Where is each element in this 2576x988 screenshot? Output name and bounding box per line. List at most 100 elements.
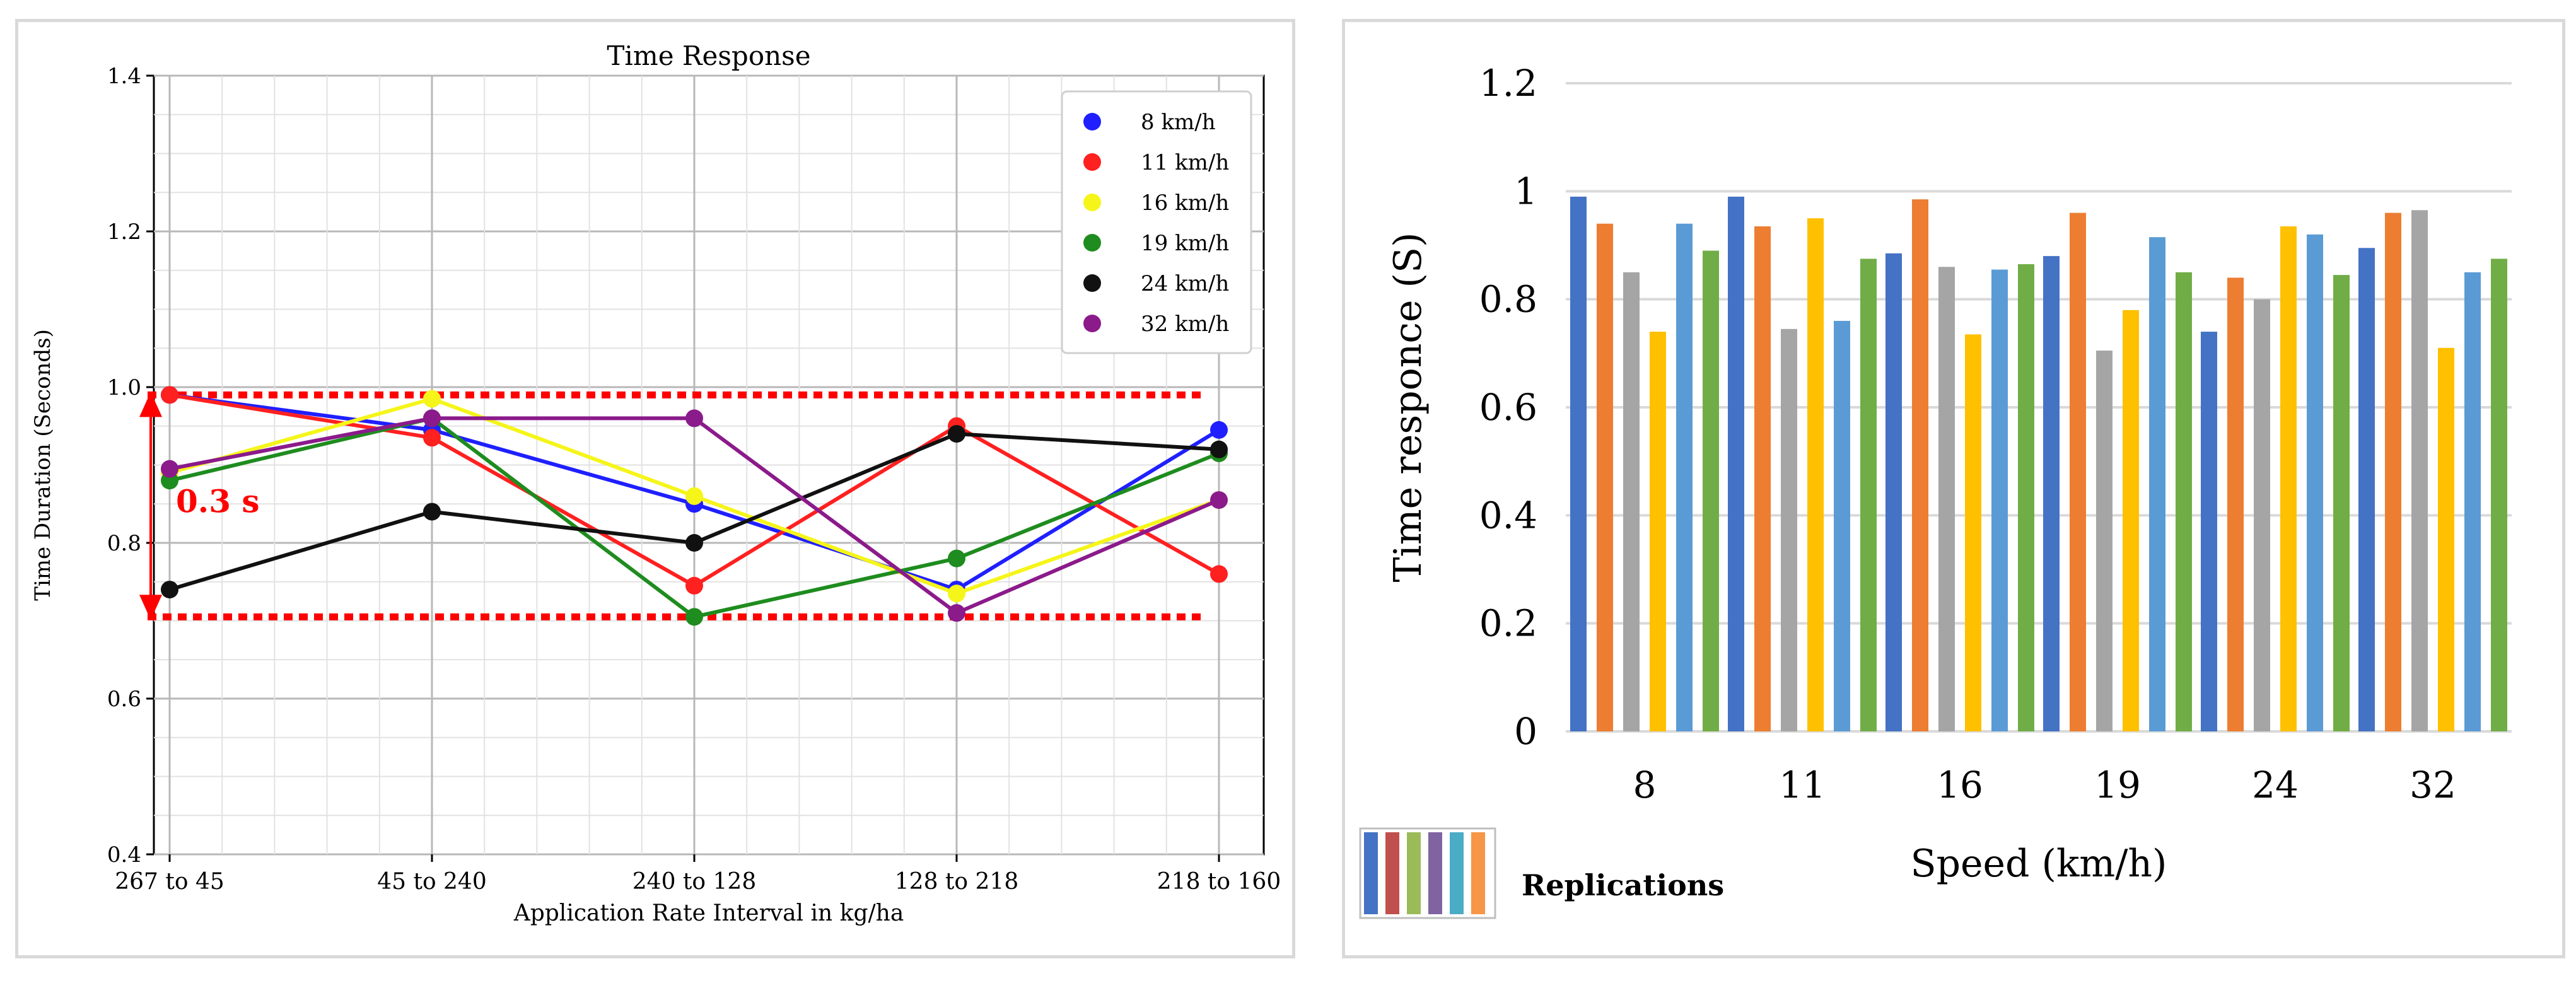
legend-swatch: [1450, 832, 1464, 914]
data-point: [423, 429, 441, 447]
data-point: [948, 549, 965, 567]
data-point: [161, 386, 178, 404]
legend-marker: [1083, 113, 1101, 131]
bar: [2307, 234, 2323, 731]
data-point: [161, 581, 178, 599]
x-tick-label: 11: [1779, 764, 1826, 806]
x-tick-label: 19: [2094, 764, 2141, 806]
bar: [1938, 267, 1955, 731]
bar: [1991, 269, 2008, 731]
legend-swatch: [1471, 832, 1485, 914]
y-axis-label: Time Duration (Seconds): [30, 329, 55, 601]
x-tick-label: 8: [1633, 764, 1657, 806]
y-tick-label: 0.6: [107, 687, 141, 712]
data-point: [423, 503, 441, 521]
x-tick-label: 240 to 128: [632, 869, 756, 895]
bar: [1754, 226, 1771, 731]
chart-title: Time Response: [607, 40, 810, 71]
data-point: [685, 409, 703, 427]
range-arrow-head-down: [139, 595, 162, 620]
legend-marker: [1083, 274, 1101, 292]
legend-marker: [1083, 315, 1101, 332]
bar: [2411, 210, 2428, 732]
data-point: [423, 409, 441, 427]
legend-label: 11 km/h: [1141, 150, 1229, 175]
legend-label: 24 km/h: [1141, 271, 1229, 296]
bar: [1597, 223, 1613, 731]
y-tick-label: 0.6: [1479, 386, 1537, 429]
bar: [1965, 334, 1981, 731]
data-point: [1210, 421, 1228, 439]
bar: [2043, 256, 2060, 732]
time-response-line-chart: 0.4 0.6 0.8 1.0 1.2 1.4 267 to 45 45 to 240 240 …: [30, 40, 1281, 926]
bar: [1570, 196, 1587, 731]
bar: [1912, 199, 1928, 731]
x-tick-label: 32: [2410, 764, 2456, 806]
bar: [1834, 320, 1850, 731]
y-tick-label: 1.4: [107, 64, 141, 89]
data-point: [685, 576, 703, 595]
y-tick-label: 0.4: [1479, 494, 1537, 537]
legend-label: 19 km/h: [1141, 231, 1229, 256]
y-axis-label: Time responce (S): [1386, 233, 1430, 583]
data-point: [1210, 440, 1228, 458]
y-tick-label: 0.8: [1479, 278, 1537, 321]
legend-label: 32 km/h: [1141, 311, 1229, 337]
data-point: [423, 390, 441, 408]
bar: [1781, 328, 1797, 731]
y-tick-label: 1: [1514, 170, 1537, 212]
bar: [2070, 212, 2086, 732]
data-point: [161, 460, 178, 478]
y-tick-label: 1.0: [107, 375, 141, 400]
data-point: [1210, 565, 1228, 583]
bar: [2123, 310, 2139, 731]
legend-label: 8 km/h: [1141, 110, 1216, 135]
x-tick-label: 24: [2252, 764, 2299, 806]
bar: [1860, 259, 1877, 732]
bar: [2018, 264, 2034, 731]
line-chart-panel: 0.4 0.6 0.8 1.0 1.2 1.4 267 to 45 45 to 240 240 …: [15, 19, 1295, 958]
time-responce-bar-chart: 0 0.2 0.4 0.6 0.8 1 1.2 8 11 16 19 24 32 Speed (km/h)…: [1359, 62, 2512, 919]
legend-box: [1061, 90, 1252, 354]
legend-swatch: [1407, 832, 1421, 914]
bar: [1728, 196, 1744, 731]
bar: [1650, 332, 1666, 731]
bar: [1885, 253, 1902, 732]
x-axis-label: Speed (km/h): [1911, 842, 2167, 886]
legend-swatch: [1385, 832, 1399, 914]
bar: [2201, 332, 2217, 731]
data-point: [685, 534, 703, 552]
bar: [1807, 218, 1824, 732]
bar: [2333, 275, 2350, 731]
bar-chart-panel: 0 0.2 0.4 0.6 0.8 1 1.2 8 11 16 19 24 32 Speed (km/h)…: [1342, 19, 2565, 958]
bar: [2438, 347, 2454, 731]
bar: [2464, 272, 2481, 731]
x-tick-label: 128 to 218: [895, 869, 1018, 895]
legend-swatch: [1364, 832, 1378, 914]
y-tick-label: 0.4: [107, 842, 141, 868]
bar: [2149, 237, 2165, 731]
x-tick-label: 16: [1937, 764, 1983, 806]
bar: [2176, 272, 2192, 731]
bar: [2280, 226, 2297, 731]
legend-marker: [1083, 153, 1101, 171]
data-point: [948, 604, 965, 622]
bar: [2491, 259, 2507, 732]
y-tick-label: 1.2: [107, 219, 141, 245]
bar: [1676, 223, 1693, 731]
x-tick-label: 45 to 240: [377, 869, 487, 895]
legend-swatch: [1428, 832, 1442, 914]
x-tick-label: 218 to 160: [1157, 869, 1281, 895]
y-tick-label: 0.2: [1479, 602, 1537, 645]
data-point: [685, 487, 703, 505]
bar: [1703, 250, 1719, 732]
legend-label: 16 km/h: [1141, 190, 1229, 216]
data-point: [948, 584, 965, 603]
bar: [2227, 277, 2244, 731]
legend-marker: [1083, 194, 1101, 211]
y-tick-label: 1.2: [1479, 62, 1537, 105]
x-tick-label: 267 to 45: [115, 869, 224, 895]
data-point: [948, 425, 965, 443]
bar: [2096, 351, 2113, 731]
data-point: [1210, 491, 1228, 509]
